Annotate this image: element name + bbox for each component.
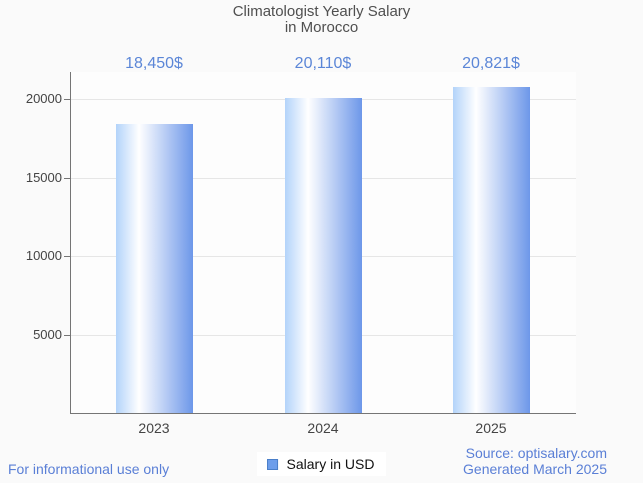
bar-value-label: 20,110$ [294, 55, 352, 72]
x-axis-line [70, 413, 576, 414]
chart-title: Climatologist Yearly Salary in Morocco [232, 3, 411, 36]
y-tick-label: 15000 [25, 170, 62, 185]
y-axis-tick [64, 178, 70, 179]
y-axis-tick [64, 99, 70, 100]
source-line1: Source: optisalary.com [465, 445, 607, 461]
source-text: Source: optisalary.com Generated March 2… [463, 445, 607, 477]
y-axis-tick [64, 335, 70, 336]
x-axis-label: 2025 [475, 420, 507, 436]
legend-label: Salary in USD [286, 456, 375, 472]
y-axis-tick [64, 256, 70, 257]
plot-area [71, 72, 576, 413]
bar-2024[interactable] [285, 98, 362, 413]
y-axis-line [70, 72, 71, 413]
bar-2025[interactable] [453, 87, 530, 413]
y-tick-label: 10000 [25, 248, 62, 263]
x-axis-label: 2023 [138, 420, 170, 436]
legend-swatch-icon [266, 458, 278, 470]
disclaimer-text: For informational use only [8, 461, 170, 477]
source-line2: Generated March 2025 [463, 461, 607, 477]
bar-2023[interactable] [116, 124, 193, 413]
legend: Salary in USD [256, 452, 387, 476]
bar-value-label: 18,450$ [125, 55, 183, 72]
y-tick-label: 20000 [25, 91, 62, 106]
x-axis-label: 2024 [307, 420, 339, 436]
bar-value-label: 20,821$ [462, 55, 520, 72]
y-tick-label: 5000 [33, 327, 62, 342]
